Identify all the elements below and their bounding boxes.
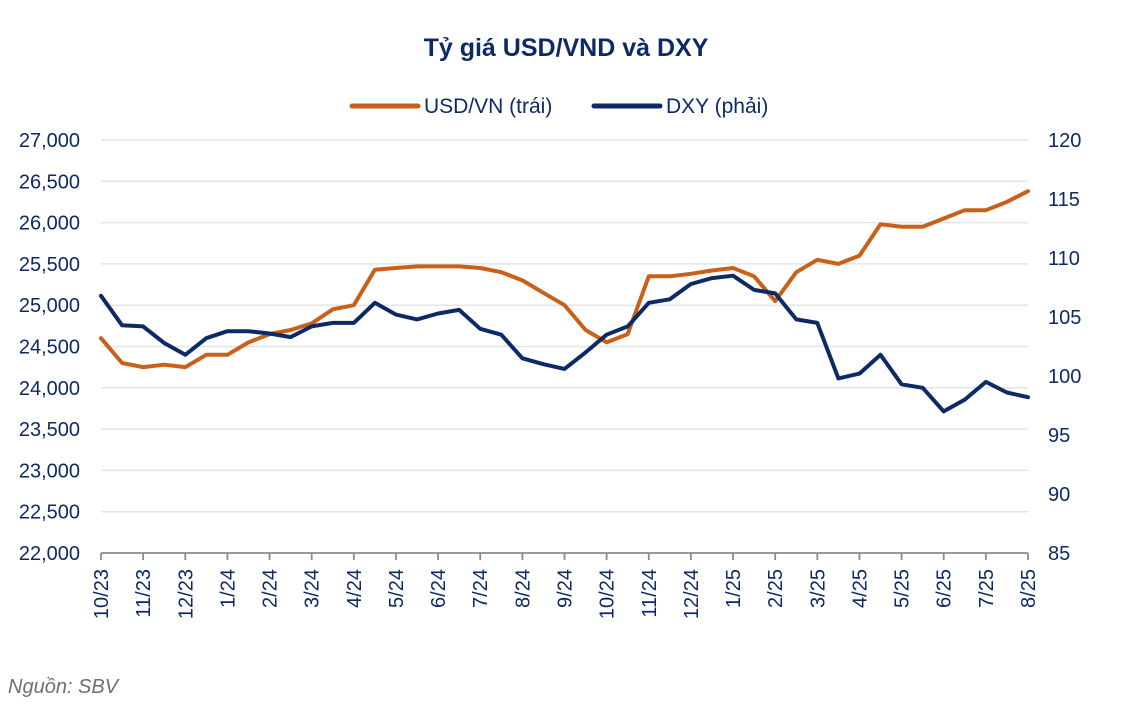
right-tick-label: 85 <box>1048 543 1070 565</box>
x-tick-label: 7/25 <box>976 569 998 608</box>
x-tick-label: 3/24 <box>302 569 324 608</box>
left-tick-label: 22,500 <box>19 502 80 524</box>
x-tick-label: 6/24 <box>428 569 450 608</box>
x-tick-label: 3/25 <box>807 569 829 608</box>
right-tick-label: 100 <box>1048 366 1081 388</box>
legend-label-usdvn: USD/VN (trái) <box>424 95 552 118</box>
x-tick-label: 8/25 <box>1018 569 1040 608</box>
left-tick-label: 25,000 <box>19 295 80 317</box>
x-tick-label: 5/25 <box>892 569 914 608</box>
x-tick-label: 5/24 <box>386 569 408 608</box>
left-tick-label: 24,500 <box>19 337 80 359</box>
left-axis: 22,000 22,500 23,000 23,500 24,000 24,500 25,0… <box>19 130 80 565</box>
x-tick-label: 2/24 <box>260 569 282 608</box>
x-tick-label: 9/24 <box>555 569 577 608</box>
x-tick-label: 11/23 <box>133 569 155 618</box>
x-tick-label: 12/24 <box>681 569 703 619</box>
plot-lines <box>99 189 1030 414</box>
right-tick-label: 115 <box>1048 189 1080 211</box>
left-tick-label: 26,000 <box>19 213 80 235</box>
source-note: Nguồn: SBV <box>8 676 119 698</box>
x-tick-label: 2/25 <box>765 569 787 608</box>
right-tick-label: 110 <box>1048 248 1080 270</box>
chart: Tỷ giá USD/VND và DXY USD/VN (trái) DXY … <box>19 34 1082 619</box>
left-tick-label: 23,000 <box>19 460 80 482</box>
right-tick-label: 90 <box>1048 484 1070 506</box>
x-tick-label: 4/25 <box>849 569 871 608</box>
x-tick-label: 1/24 <box>217 569 239 608</box>
x-tick-label: 6/25 <box>934 569 956 608</box>
left-tick-label: 25,500 <box>19 254 80 276</box>
left-tick-label: 27,000 <box>19 130 80 152</box>
x-tick-label: 4/24 <box>344 569 366 608</box>
x-tick-label: 7/24 <box>470 569 492 608</box>
x-tick-label: 10/23 <box>91 569 113 619</box>
x-tick-label: 1/25 <box>723 569 745 608</box>
x-tick-label: 11/24 <box>639 569 661 618</box>
right-tick-label: 105 <box>1048 307 1081 329</box>
series-line-dxy <box>99 273 1030 414</box>
chart-title: Tỷ giá USD/VND và DXY <box>424 34 709 62</box>
x-tick-label: 8/24 <box>512 569 534 608</box>
left-tick-label: 23,500 <box>19 419 80 441</box>
right-tick-label: 95 <box>1048 425 1070 447</box>
x-tick-label: 10/24 <box>597 569 619 619</box>
x-axis: 10/23 11/23 12/23 1/24 2/24 3/24 4/24 5/24 6/24 7… <box>91 552 1040 619</box>
legend: USD/VN (trái) DXY (phải) <box>349 95 768 118</box>
x-tick-label: 12/23 <box>175 569 197 619</box>
left-tick-label: 24,000 <box>19 378 80 400</box>
right-tick-label: 120 <box>1048 130 1081 152</box>
left-tick-label: 22,000 <box>19 543 80 565</box>
left-tick-label: 26,500 <box>19 171 80 193</box>
legend-label-dxy: DXY (phải) <box>666 95 768 118</box>
gridlines <box>101 139 1028 513</box>
right-axis: 85 90 95 100 105 110 115 120 <box>1048 130 1081 565</box>
series-line-usdvn <box>99 189 1030 370</box>
